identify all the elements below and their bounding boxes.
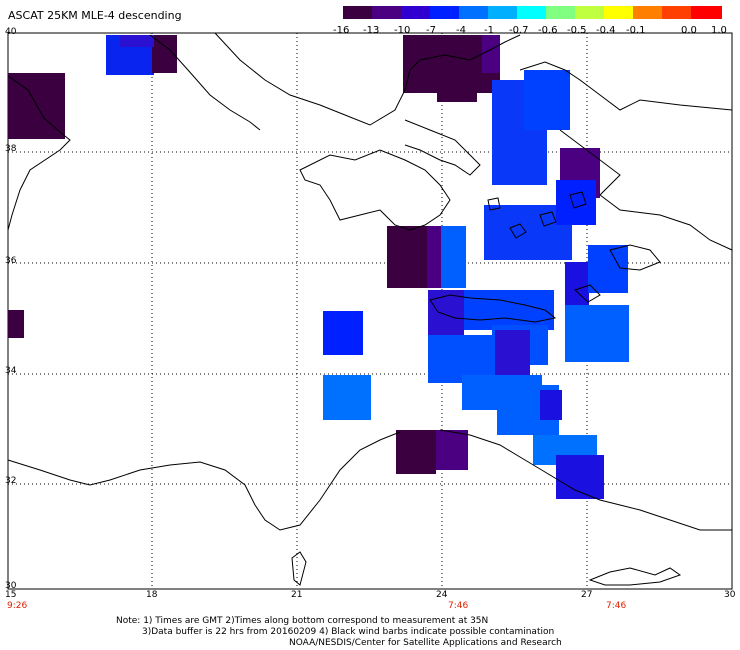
colorbar-swatch xyxy=(517,6,546,19)
colorbar-swatch xyxy=(662,6,691,19)
time-label: 9:26 xyxy=(7,601,28,611)
colorbar-label: -16 xyxy=(333,25,350,36)
time-label: 7:46 xyxy=(606,601,627,611)
swath-cell xyxy=(8,310,24,338)
graticule xyxy=(8,33,732,589)
lon-label: 27 xyxy=(581,590,593,600)
swath-cell xyxy=(427,226,441,288)
colorbar-label: -0.1 xyxy=(626,25,646,36)
swath-cell xyxy=(495,330,530,375)
swath-cell xyxy=(524,70,570,130)
coastlines xyxy=(7,32,733,586)
lat-label: 30 xyxy=(5,581,17,591)
colorbar-swatch xyxy=(575,6,604,19)
swath-cell xyxy=(437,90,477,102)
colorbar xyxy=(343,6,722,19)
swath-cell xyxy=(323,375,371,420)
lat-label: 34 xyxy=(5,366,17,376)
colorbar-label: -10 xyxy=(394,25,411,36)
swath-cell xyxy=(588,245,628,293)
lon-label: 24 xyxy=(436,590,448,600)
colorbar-label: -0.5 xyxy=(567,25,587,36)
mle-swaths xyxy=(8,35,629,499)
colorbar-label: 0.0 xyxy=(681,25,697,36)
swath-cell xyxy=(540,390,562,420)
swath-cell xyxy=(556,180,596,225)
colorbar-swatch xyxy=(488,6,517,19)
note-line-1: Note: 1) Times are GMT 2)Times along bot… xyxy=(116,616,489,626)
lon-label: 15 xyxy=(5,590,17,600)
colorbar-swatch xyxy=(401,6,430,19)
colorbar-swatch xyxy=(343,6,372,19)
colorbar-swatch xyxy=(604,6,633,19)
lon-label: 30 xyxy=(724,590,736,600)
colorbar-label: -0.4 xyxy=(596,25,616,36)
colorbar-swatch xyxy=(546,6,575,19)
swath-cell xyxy=(428,290,464,335)
colorbar-label: -0.6 xyxy=(538,25,558,36)
swath-cell xyxy=(565,305,629,362)
swath-cell xyxy=(436,430,468,470)
swath-cell xyxy=(152,35,177,73)
colorbar-label: -7 xyxy=(426,25,436,36)
lon-label: 18 xyxy=(146,590,158,600)
swath-cell xyxy=(323,311,363,355)
lat-label: 32 xyxy=(5,476,17,486)
colorbar-swatch xyxy=(459,6,488,19)
lat-label: 40 xyxy=(5,27,17,37)
swath-cell xyxy=(387,226,427,288)
colorbar-label: -0.7 xyxy=(509,25,529,36)
note-line-2: 3)Data buffer is 22 hrs from 20160209 4)… xyxy=(142,627,555,637)
colorbar-swatch xyxy=(372,6,401,19)
lat-label: 36 xyxy=(5,256,17,266)
swath-cell xyxy=(464,290,554,330)
time-label: 7:46 xyxy=(448,601,469,611)
swath-cell xyxy=(441,226,466,288)
colorbar-swatch xyxy=(691,6,722,19)
colorbar-label: 1.0 xyxy=(711,25,727,36)
lon-label: 21 xyxy=(291,590,303,600)
swath-cell xyxy=(396,430,436,474)
note-line-3: NOAA/NESDIS/Center for Satellite Applica… xyxy=(289,638,562,648)
swath-cell xyxy=(120,35,154,47)
colorbar-label: -4 xyxy=(456,25,466,36)
colorbar-label: -13 xyxy=(363,25,380,36)
swath-cell xyxy=(482,35,500,73)
lat-label: 38 xyxy=(5,144,17,154)
map-title: ASCAT 25KM MLE-4 descending xyxy=(8,9,182,22)
colorbar-swatch xyxy=(633,6,662,19)
swath-cell xyxy=(565,262,589,310)
colorbar-label: -1 xyxy=(484,25,494,36)
colorbar-swatch xyxy=(430,6,459,19)
